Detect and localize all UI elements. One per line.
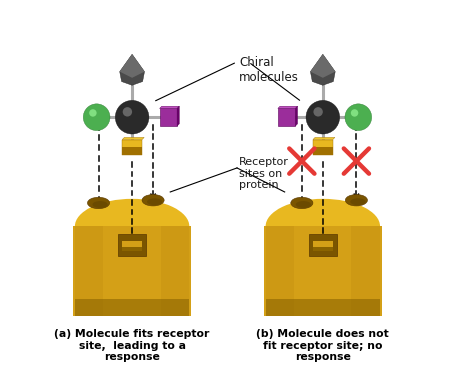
FancyBboxPatch shape — [264, 226, 382, 315]
FancyBboxPatch shape — [312, 241, 333, 251]
Text: (b) Molecule does not
fit receptor site; no
response: (b) Molecule does not fit receptor site;… — [256, 329, 389, 362]
Polygon shape — [177, 106, 179, 126]
Polygon shape — [160, 106, 179, 108]
FancyBboxPatch shape — [265, 226, 380, 315]
Circle shape — [115, 101, 149, 134]
Circle shape — [351, 109, 358, 116]
FancyBboxPatch shape — [312, 247, 333, 251]
FancyBboxPatch shape — [122, 241, 142, 251]
Polygon shape — [351, 226, 380, 315]
FancyBboxPatch shape — [118, 234, 146, 256]
Ellipse shape — [350, 198, 365, 205]
Polygon shape — [161, 226, 189, 315]
Ellipse shape — [291, 197, 313, 209]
Text: Receptor
sites on
protein: Receptor sites on protein — [239, 157, 289, 190]
Ellipse shape — [92, 201, 108, 208]
Circle shape — [83, 104, 110, 130]
FancyBboxPatch shape — [75, 226, 189, 315]
Ellipse shape — [147, 198, 162, 205]
Polygon shape — [160, 108, 177, 126]
Polygon shape — [122, 147, 142, 155]
Text: Chiral
molecules: Chiral molecules — [239, 56, 299, 84]
Polygon shape — [265, 226, 294, 315]
Polygon shape — [120, 54, 145, 85]
Polygon shape — [278, 106, 298, 108]
Polygon shape — [310, 54, 335, 85]
Polygon shape — [295, 106, 298, 126]
Ellipse shape — [296, 201, 311, 208]
Polygon shape — [313, 137, 335, 140]
FancyBboxPatch shape — [75, 300, 189, 315]
FancyBboxPatch shape — [265, 300, 380, 315]
Polygon shape — [310, 54, 335, 78]
Ellipse shape — [75, 199, 189, 254]
Circle shape — [89, 109, 97, 116]
Circle shape — [313, 107, 323, 116]
FancyBboxPatch shape — [73, 226, 191, 315]
Ellipse shape — [142, 195, 164, 206]
Text: (a) Molecule fits receptor
site,  leading to a
response: (a) Molecule fits receptor site, leading… — [55, 329, 210, 362]
Polygon shape — [313, 147, 333, 155]
Polygon shape — [278, 108, 295, 126]
Polygon shape — [313, 140, 333, 155]
Polygon shape — [122, 140, 142, 155]
Polygon shape — [122, 137, 144, 140]
Circle shape — [306, 101, 339, 134]
Polygon shape — [120, 54, 145, 78]
Circle shape — [345, 104, 372, 130]
FancyBboxPatch shape — [122, 247, 142, 251]
Polygon shape — [75, 226, 103, 315]
FancyBboxPatch shape — [309, 234, 337, 256]
Ellipse shape — [265, 199, 380, 254]
Ellipse shape — [88, 197, 109, 209]
Circle shape — [123, 107, 132, 116]
Ellipse shape — [346, 195, 367, 206]
